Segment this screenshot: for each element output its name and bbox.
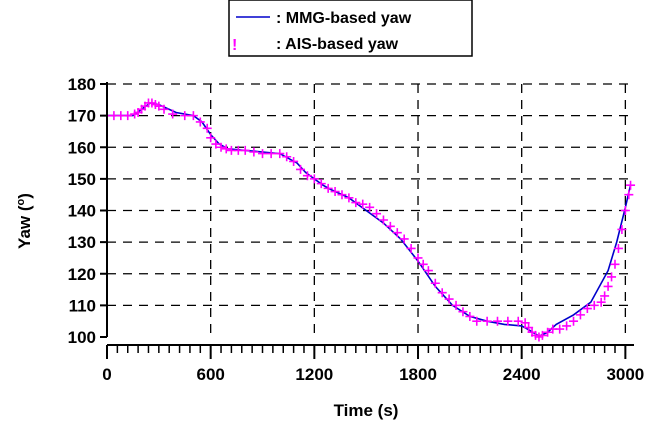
ais-yaw-marker [524,323,534,333]
ais-yaw-marker [258,149,268,159]
y-tick-label: 150 [68,170,96,189]
ais-yaw-marker [123,111,133,121]
ais-yaw-marker [188,111,198,121]
ais-yaw-marker [620,206,630,215]
ais-yaw-marker [520,318,530,328]
ais-yaw-marker [309,174,319,184]
ais-yaw-marker [266,149,276,159]
ais-yaw-marker [444,294,454,304]
grid [107,83,634,337]
ais-yaw-marker [372,209,382,219]
ais-yaw-marker [589,300,599,310]
ais-yaw-marker [154,101,164,111]
ais-yaw-marker [451,300,461,310]
ais-yaw-marker [159,104,169,114]
ais-yaw-marker [385,221,395,231]
ais-yaw-marker [344,193,354,203]
x-axis-title: Time (s) [334,401,399,420]
ais-yaw-marker [406,243,416,253]
y-tick-label: 180 [68,75,96,94]
ais-yaw-marker [282,152,292,162]
ais-yaw-marker [211,139,221,149]
ais-yaw-marker [603,281,613,291]
ais-yaw-marker [458,307,468,317]
y-tick-label: 130 [68,233,96,252]
ais-yaw-marker [613,243,623,253]
x-tick-label: 1800 [399,365,437,384]
ais-yaw-marker [423,266,433,276]
legend-box [228,0,473,57]
y-tick-label: 100 [68,328,96,347]
y-tick-label: 160 [68,138,96,157]
ais-yaw-marker [221,144,231,154]
ais-yaw-marker [275,149,285,159]
ais-yaw-marker [610,259,620,269]
y-tick-label: 140 [68,202,96,221]
ais-yaw-marker [482,316,492,326]
ais-yaw-marker [596,297,606,307]
ais-yaw-marker [543,327,553,337]
ais-yaw-marker [216,142,226,152]
ais-yaw-marker [392,228,402,238]
ais-yaw-marker [582,304,592,314]
ais-yaw-marker [437,288,447,298]
ais-yaw-marker [206,133,216,143]
x-tick-label: 600 [196,365,224,384]
ais-yaw-marker [330,187,340,197]
ais-yaw-marker [430,278,440,288]
ais-yaw-marker [617,224,627,234]
ais-yaw-marker [624,190,634,200]
x-tick-label: 3000 [606,365,644,384]
ais-yaw-marker [358,199,368,209]
ais-yaw-marker [289,156,299,166]
ais-yaw-marker [302,171,312,181]
ais-yaw-marker [503,316,513,326]
ais-yaw-marker [513,316,523,326]
ais-yaw-marker [337,190,347,200]
x-tick-label: 2400 [503,365,541,384]
legend: : MMG-based yaw ! : AIS-based yaw [228,0,473,57]
ais-yaw-marker [351,198,361,208]
ais-yaw-marker [249,147,259,157]
ais-yaw-marker [202,123,212,133]
y-tick-label: 120 [68,265,96,284]
ais-yaw-marker [465,311,475,321]
ais-yaw-marker [537,330,547,340]
ais-yaw-marker [562,321,572,331]
ais-yaw-marker [180,111,190,121]
x-tick-label: 1200 [295,365,333,384]
x-tick-label: 0 [102,365,111,384]
ais-yaw-marker [195,117,205,127]
legend-ais-label: : AIS-based yaw [276,36,399,53]
y-tick-label: 170 [68,107,96,126]
ais-yaw-marker [575,310,585,320]
ais-yaw-marker [569,316,579,326]
ais-yaw-marker [555,324,565,334]
ais-yaw-marker [168,109,178,119]
ais-yaw-marker [413,253,423,263]
ais-yaw-marker [296,164,306,174]
ais-yaw-marker [378,215,388,225]
y-axis-title: Yaw (o) [15,193,34,249]
ais-yaw-marker [323,183,333,193]
ais-yaw-marker [365,202,375,212]
mmg-yaw-line [107,102,632,338]
plot-area [102,98,636,342]
legend-mmg-label: : MMG-based yaw [276,10,412,27]
ais-yaw-marker [418,259,428,269]
ais-yaw-marker [600,291,610,301]
ais-yaw-marker [472,316,482,326]
ais-yaw-marker [626,180,636,190]
y-tick-label: 110 [69,296,96,315]
ais-yaw-marker [399,234,409,244]
ais-yaw-marker [316,179,326,189]
legend-ais-swatch: ! [232,37,237,54]
ais-yaw-marker [240,145,250,155]
ais-yaw-marker [492,316,502,326]
ais-yaw-marker [607,272,617,282]
